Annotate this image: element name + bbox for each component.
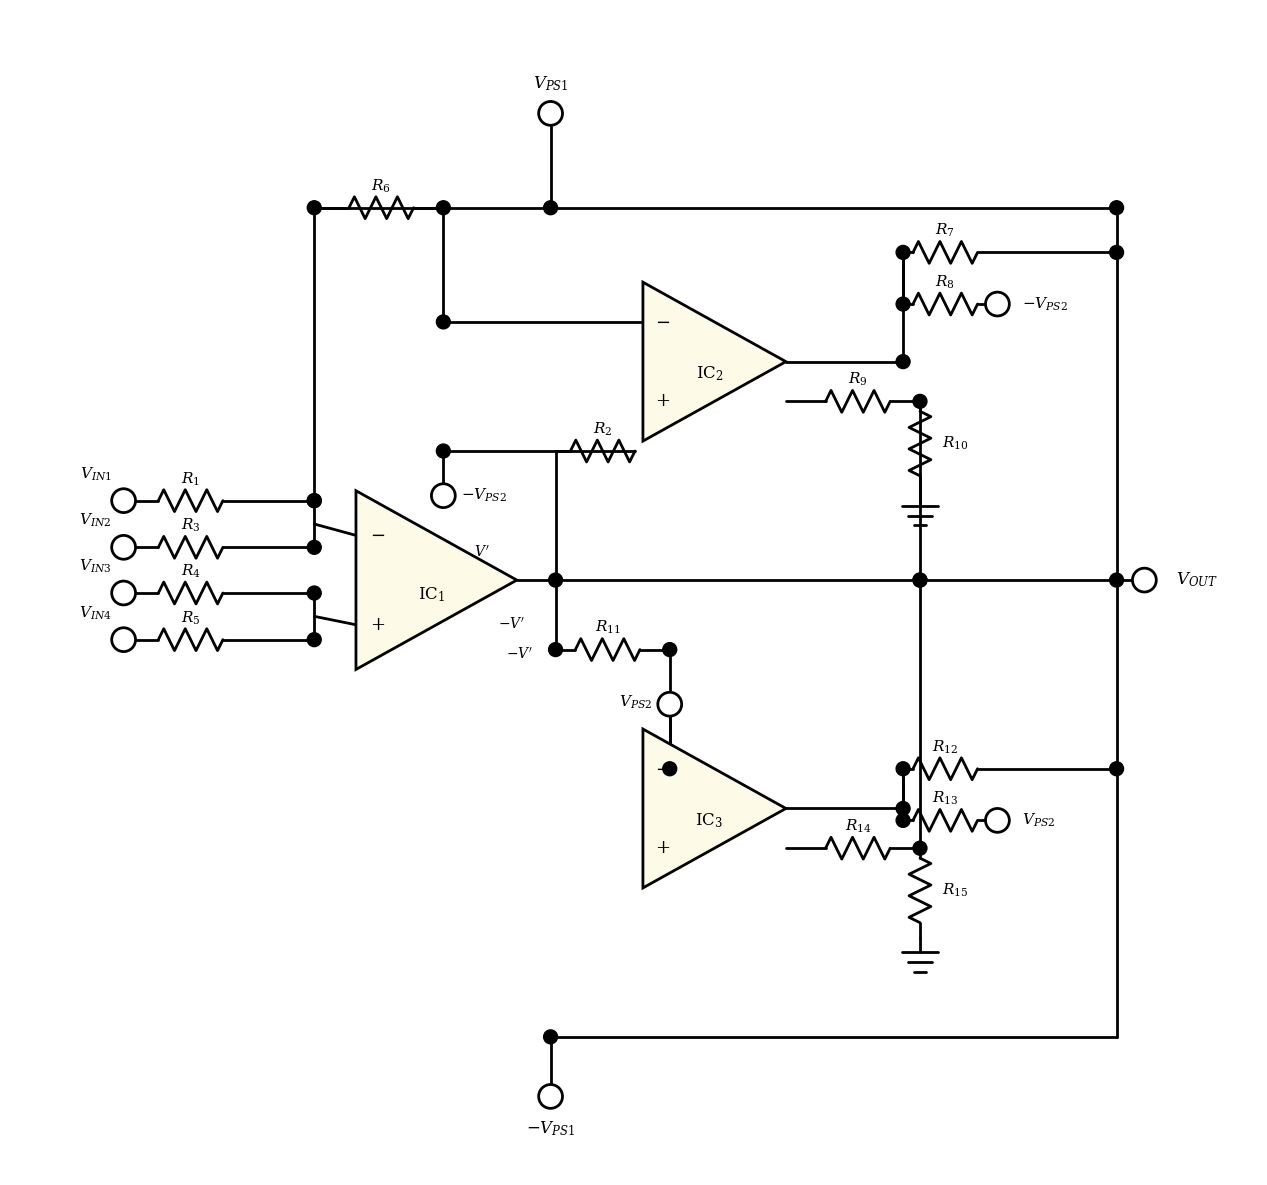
Text: $-V'$: $-V'$: [507, 647, 533, 662]
Circle shape: [308, 200, 322, 214]
Text: $R_7$: $R_7$: [935, 222, 955, 239]
Text: $-V_{PS1}$: $-V_{PS1}$: [526, 1119, 575, 1138]
Text: $R_3$: $R_3$: [181, 517, 200, 534]
Circle shape: [1110, 762, 1124, 776]
Text: $R_{11}$: $R_{11}$: [594, 619, 621, 636]
Text: $R_4$: $R_4$: [181, 563, 200, 579]
Circle shape: [111, 581, 136, 604]
Polygon shape: [642, 729, 786, 888]
Text: $R_{13}$: $R_{13}$: [933, 790, 958, 807]
Text: $\mathrm{IC}_2$: $\mathrm{IC}_2$: [696, 364, 723, 383]
Circle shape: [896, 801, 910, 815]
Text: $R_{12}$: $R_{12}$: [933, 738, 958, 756]
Circle shape: [436, 200, 450, 214]
Circle shape: [896, 245, 910, 260]
Circle shape: [896, 762, 910, 776]
Circle shape: [111, 536, 136, 559]
Text: $V'$: $V'$: [474, 545, 490, 559]
Text: $V_{PS2}$: $V_{PS2}$: [618, 693, 651, 711]
Circle shape: [436, 444, 450, 457]
Circle shape: [432, 483, 455, 507]
Circle shape: [111, 628, 136, 652]
Circle shape: [308, 540, 322, 555]
Circle shape: [308, 494, 322, 507]
Text: $R_2$: $R_2$: [593, 421, 612, 437]
Text: $V_{OUT}$: $V_{OUT}$: [1176, 571, 1218, 589]
Text: $R_5$: $R_5$: [181, 609, 200, 627]
Circle shape: [308, 494, 322, 507]
Circle shape: [914, 395, 927, 409]
Text: $V_{IN3}$: $V_{IN3}$: [80, 557, 111, 575]
Circle shape: [896, 813, 910, 827]
Circle shape: [896, 297, 910, 310]
Circle shape: [1110, 245, 1124, 260]
Circle shape: [663, 762, 677, 776]
Circle shape: [111, 488, 136, 513]
Circle shape: [914, 574, 927, 587]
Circle shape: [308, 587, 322, 600]
Circle shape: [1110, 574, 1124, 587]
Text: $-V_{PS2}$: $-V_{PS2}$: [461, 487, 507, 505]
Text: $V_{PS1}$: $V_{PS1}$: [533, 75, 569, 92]
Circle shape: [544, 1030, 557, 1044]
Text: $\mathrm{IC}_1$: $\mathrm{IC}_1$: [418, 585, 445, 604]
Text: $R_6$: $R_6$: [371, 178, 392, 194]
Text: $+$: $+$: [655, 839, 670, 857]
Circle shape: [549, 574, 563, 587]
Circle shape: [663, 642, 677, 656]
Circle shape: [896, 354, 910, 369]
Text: $\mathrm{IC}_3$: $\mathrm{IC}_3$: [696, 811, 723, 830]
Text: $R_1$: $R_1$: [181, 470, 200, 487]
Text: $-$: $-$: [370, 526, 385, 544]
Circle shape: [549, 642, 563, 656]
Polygon shape: [356, 491, 517, 670]
Text: $V_{IN2}$: $V_{IN2}$: [80, 512, 111, 530]
Circle shape: [538, 102, 563, 126]
Text: $-$: $-$: [655, 313, 670, 331]
Text: $-$: $-$: [655, 760, 670, 777]
Text: $V_{PS2}$: $V_{PS2}$: [1022, 812, 1055, 829]
Text: $+$: $+$: [655, 392, 670, 410]
Text: $+$: $+$: [370, 616, 385, 634]
Circle shape: [538, 1084, 563, 1108]
Text: $R_8$: $R_8$: [935, 274, 955, 290]
Text: $R_{14}$: $R_{14}$: [845, 818, 872, 835]
Text: $V_{IN4}$: $V_{IN4}$: [79, 604, 111, 622]
Text: $R_9$: $R_9$: [848, 371, 868, 389]
Text: $-V_{PS2}$: $-V_{PS2}$: [1022, 295, 1068, 313]
Circle shape: [986, 808, 1010, 832]
Circle shape: [986, 293, 1010, 316]
Circle shape: [914, 574, 927, 587]
Text: $R_{10}$: $R_{10}$: [941, 435, 968, 453]
Circle shape: [1133, 568, 1157, 592]
Circle shape: [914, 841, 927, 856]
Text: $-V'$: $-V'$: [498, 617, 526, 633]
Polygon shape: [642, 282, 786, 441]
Text: $V_{IN1}$: $V_{IN1}$: [80, 466, 111, 482]
Circle shape: [308, 633, 322, 647]
Circle shape: [1110, 200, 1124, 214]
Circle shape: [658, 692, 682, 716]
Text: $R_{15}$: $R_{15}$: [941, 882, 968, 899]
Circle shape: [436, 315, 450, 329]
Circle shape: [544, 200, 557, 214]
